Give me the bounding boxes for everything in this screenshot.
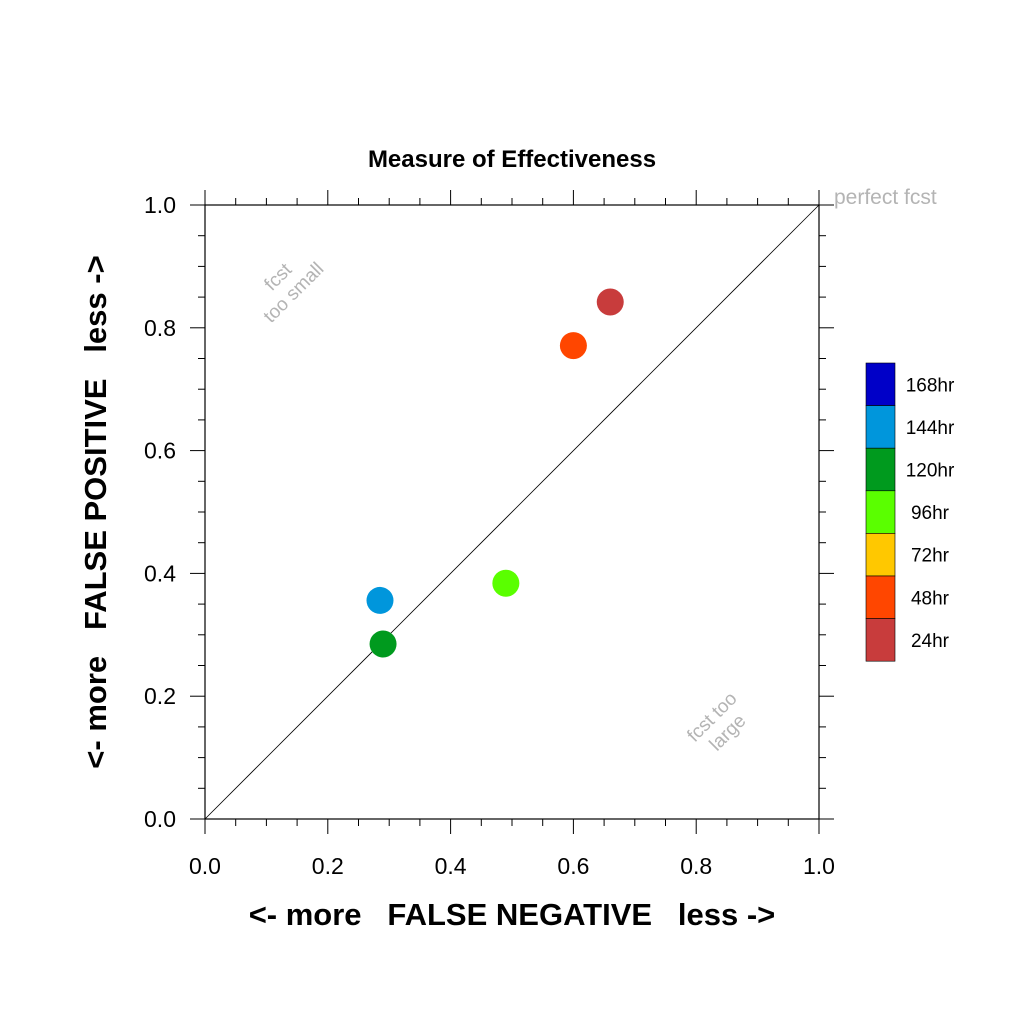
diagonal-line — [204, 204, 820, 820]
legend-label-168hr: 168hr — [906, 375, 955, 396]
y-tick-label: 0.6 — [144, 438, 176, 464]
x-tick-label: 0.8 — [680, 853, 712, 879]
data-point-96hr — [492, 569, 520, 597]
annotation-too-small-line2: too small — [260, 259, 329, 328]
diagonal-layer — [204, 204, 820, 820]
x-tick-label: 0.2 — [312, 853, 344, 879]
legend-swatch-168hr — [865, 362, 896, 406]
y-tick-label: 0.4 — [144, 560, 176, 586]
legend-label-120hr: 120hr — [906, 461, 955, 482]
annotation-too-small: fcst too small — [260, 259, 329, 328]
legend-swatch-120hr — [865, 447, 896, 492]
legend-swatch-24hr — [865, 618, 896, 662]
legend-swatch-144hr — [865, 405, 896, 449]
axis-ticks — [190, 190, 834, 834]
y-tick-label: 0.8 — [144, 315, 176, 341]
chart-title: Measure of Effectiveness — [368, 146, 656, 173]
data-point-24hr — [596, 288, 624, 316]
legend-label-48hr: 48hr — [911, 588, 950, 609]
legend-label-72hr: 72hr — [911, 546, 950, 567]
annotation-too-large: fcst too large — [683, 688, 750, 755]
tick-labels: 0.0 0.2 0.4 0.6 0.8 1.0 0.0 0.2 0.4 0.6 0.8 1.0 — [144, 192, 835, 879]
y-tick-label: 0.2 — [144, 683, 176, 709]
data-point-144hr — [366, 586, 394, 614]
legend-label-96hr: 96hr — [911, 503, 950, 524]
plot-frame — [204, 204, 820, 820]
data-point-120hr — [369, 630, 397, 658]
legend: 168hr 144hr 120hr 96hr 72hr 48hr 24hr — [865, 362, 955, 662]
legend-swatch-48hr — [865, 575, 896, 619]
legend-swatch-96hr — [865, 490, 896, 534]
y-tick-label: 0.0 — [144, 806, 176, 832]
legend-swatch-72hr — [865, 533, 896, 577]
legend-label-144hr: 144hr — [906, 418, 955, 439]
x-tick-label: 0.4 — [435, 853, 467, 879]
x-tick-label: 0.6 — [557, 853, 589, 879]
y-axis-label: <- more FALSE POSITIVE less -> — [78, 255, 113, 768]
y-tick-label: 1.0 — [144, 192, 176, 218]
legend-label-24hr: 24hr — [911, 631, 950, 652]
x-tick-label: 0.0 — [189, 853, 221, 879]
data-points — [366, 288, 624, 658]
x-axis-label: <- more FALSE NEGATIVE less -> — [249, 897, 776, 932]
annotation-perfect-fcst: perfect fcst — [834, 186, 937, 209]
x-tick-label: 1.0 — [803, 853, 835, 879]
data-point-48hr — [559, 332, 587, 360]
